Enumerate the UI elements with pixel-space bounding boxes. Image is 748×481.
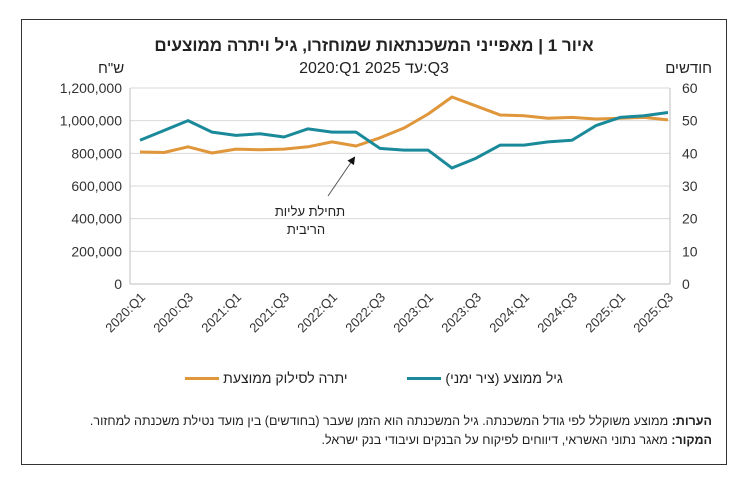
legend-label-age: גיל ממוצע (ציר ימני) <box>445 370 563 386</box>
notes-label: הערות: <box>671 414 712 428</box>
x-tick-label: 2025:Q3 <box>630 290 676 336</box>
y-left-tick-label: 800,000 <box>71 145 122 161</box>
y-right-tick-label: 50 <box>682 113 698 129</box>
y-left-tick-label: 600,000 <box>71 178 122 194</box>
x-tick-label: 2022:Q3 <box>342 290 388 336</box>
legend: גיל ממוצע (ציר ימני) יתרה לסילוק ממוצעת <box>22 370 726 386</box>
x-tick-label: 2021:Q3 <box>246 290 292 336</box>
legend-item-balance: יתרה לסילוק ממוצעת <box>185 370 348 386</box>
x-tick-label: 2025:Q1 <box>582 290 628 336</box>
x-tick-label: 2023:Q3 <box>438 290 484 336</box>
right-axis-unit: חודשים <box>665 60 712 77</box>
series-line-balance <box>139 95 669 155</box>
legend-label-balance: יתרה לסילוק ממוצעת <box>223 370 348 386</box>
x-tick-label: 2022:Q1 <box>294 290 340 336</box>
y-right-tick-label: 20 <box>682 211 698 227</box>
y-left-tick-label: 1,200,000 <box>60 80 122 96</box>
y-right-tick-label: 40 <box>682 145 698 161</box>
legend-item-age: גיל ממוצע (ציר ימני) <box>407 370 563 386</box>
annotation-text: הריבית <box>287 222 325 237</box>
notes: הערות: ממוצע משוקלל לפי גודל המשכנתה. גי… <box>30 412 712 450</box>
source-text: מאגר נתוני האשראי, דיווחים לפיקוח על הבנ… <box>321 433 672 447</box>
x-tick-label: 2020:Q1 <box>102 290 148 336</box>
chart-frame: איור 1 | מאפייני המשכנתאות שמוחזרו, גיל … <box>21 19 727 465</box>
y-right-tick-label: 30 <box>682 178 698 194</box>
x-tick-label: 2024:Q3 <box>534 290 580 336</box>
annotation-arrow <box>327 156 356 197</box>
y-right-tick-label: 0 <box>682 276 690 292</box>
x-tick-label: 2023:Q1 <box>390 290 436 336</box>
y-left-tick-label: 0 <box>114 276 122 292</box>
y-right-tick-label: 10 <box>682 243 698 259</box>
y-right-tick-label: 60 <box>682 80 698 96</box>
x-tick-label: 2021:Q1 <box>198 290 244 336</box>
notes-text: ממוצע משוקלל לפי גודל המשכנתה. גיל המשכנ… <box>89 414 672 428</box>
y-left-tick-label: 1,000,000 <box>60 113 122 129</box>
source-label: המקור: <box>671 433 712 447</box>
legend-swatch-age <box>407 376 442 380</box>
chart-title: איור 1 | מאפייני המשכנתאות שמוחזרו, גיל … <box>154 36 594 55</box>
legend-swatch-balance <box>185 376 220 380</box>
chart-subtitle: 2020:Q1 עד 2025:Q3 <box>299 60 449 77</box>
x-tick-label: 2024:Q1 <box>486 290 532 336</box>
x-tick-label: 2020:Q3 <box>150 290 196 336</box>
annotation-text: תחילת עליות <box>275 204 345 219</box>
y-left-tick-label: 200,000 <box>71 243 122 259</box>
left-axis-unit: ש"ח <box>98 60 125 77</box>
y-left-tick-label: 400,000 <box>71 211 122 227</box>
